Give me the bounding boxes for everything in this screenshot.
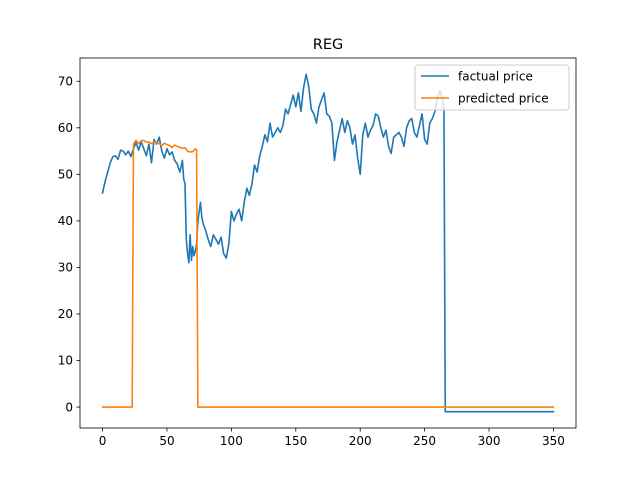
y-tick-label: 70 [58, 74, 73, 88]
y-tick-label: 60 [58, 121, 73, 135]
x-tick-label: 100 [220, 434, 243, 448]
series-line-factual-price [101, 73, 555, 413]
legend-label-predicted-price: predicted price [458, 92, 549, 106]
y-tick-label: 20 [58, 307, 73, 321]
series-line-predicted-price [101, 139, 555, 408]
x-tick-label: 0 [99, 434, 107, 448]
y-tick-label: 40 [58, 214, 73, 228]
y-tick-label: 0 [65, 400, 73, 414]
series-layer [101, 73, 555, 413]
plot-area [79, 57, 577, 429]
legend: factual price predicted price [414, 64, 570, 111]
chart-title: REG [313, 37, 343, 53]
axes-frame [79, 57, 577, 429]
x-tick-label: 50 [159, 434, 174, 448]
x-tick-label: 300 [478, 434, 501, 448]
legend-box [414, 64, 570, 111]
x-tick-label: 350 [542, 434, 565, 448]
y-tick-label: 10 [58, 354, 73, 368]
x-tick-label: 250 [413, 434, 436, 448]
y-tick-label: 50 [58, 168, 73, 182]
x-tick-label: 150 [284, 434, 307, 448]
legend-label-factual-price: factual price [458, 70, 533, 84]
y-tick-label: 30 [58, 261, 73, 275]
x-tick-label: 200 [349, 434, 372, 448]
x-axis: 0 50 100 150 200 250 300 350 [99, 428, 565, 448]
y-axis: 0 10 20 30 40 50 60 70 [58, 74, 80, 414]
